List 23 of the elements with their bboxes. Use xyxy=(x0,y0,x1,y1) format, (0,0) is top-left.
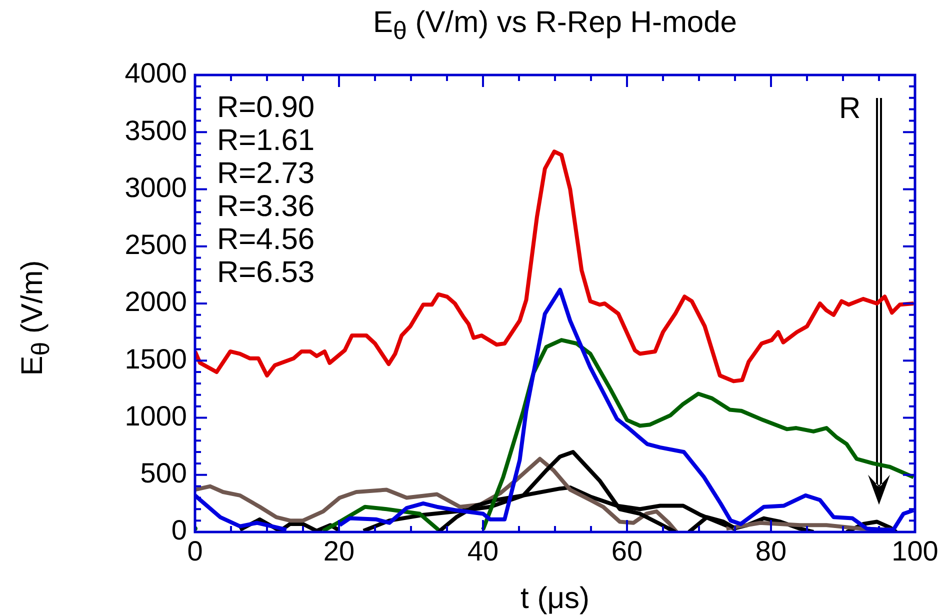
annotation: R=2.73 xyxy=(217,157,315,190)
x-tick-label: 100 xyxy=(892,536,938,567)
y-tick-label: 2000 xyxy=(124,286,187,318)
annotation: R=3.36 xyxy=(217,190,315,223)
x-axis-title: t (μs) xyxy=(520,582,590,615)
y-tick-label: 0 xyxy=(171,514,187,546)
y-tick-label: 4000 xyxy=(124,58,187,89)
x-tick-label: 80 xyxy=(755,536,787,567)
annotation: R=4.56 xyxy=(217,223,315,256)
chart-title: E$_{θ}$ (V/m) vs R-Rep H-mode xyxy=(372,6,738,45)
y-tick-label: 3000 xyxy=(124,172,187,203)
y-tick-label: 1500 xyxy=(124,343,187,374)
annotation: R xyxy=(839,92,861,125)
annotation: R=1.61 xyxy=(217,124,315,157)
y-tick-label: 500 xyxy=(140,458,187,489)
y-tick-label: 3500 xyxy=(124,114,187,146)
y-tick-label: 1000 xyxy=(124,400,187,432)
x-tick-label: 40 xyxy=(467,536,499,567)
annotation: R=6.53 xyxy=(217,256,315,289)
x-tick-label: 20 xyxy=(323,536,355,567)
x-tick-label: 60 xyxy=(611,536,643,567)
y-tick-label: 2500 xyxy=(124,229,187,260)
annotation: R=0.90 xyxy=(217,91,315,124)
